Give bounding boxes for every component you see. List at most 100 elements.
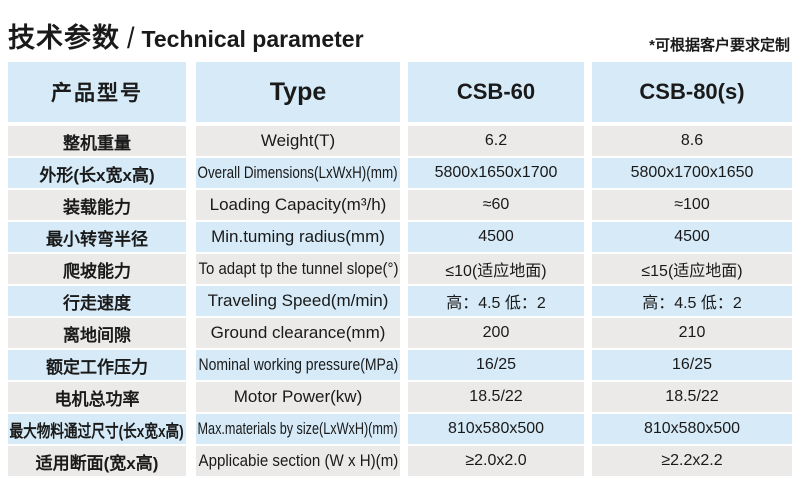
cell-label-cn: 最小转弯半径: [8, 222, 186, 252]
cell-value-csb60: 16/25: [408, 350, 584, 380]
technical-parameter-table: 产品型号 Type CSB-60 CSB-80(s) 整机重量 Weight(T)…: [8, 62, 792, 478]
customization-note: *可根据客户要求定制: [649, 37, 790, 54]
cell-text: 最大物料通过尺寸(长x宽x高): [9, 421, 185, 441]
cell-value-csb80: 高：4.5 低：2: [592, 286, 792, 316]
header-cell-csb80: CSB-80(s): [592, 62, 792, 122]
cell-label-cn: 额定工作压力: [8, 350, 186, 380]
cell-text: 额定工作压力: [46, 357, 148, 377]
cell-value-csb60: 810x580x500: [408, 414, 584, 444]
cell-label-en: Applicabie section (W x H)(m): [196, 446, 400, 476]
table-row: 离地间隙 Ground clearance(mm) 200 210: [8, 318, 792, 348]
cell-text: 4500: [478, 228, 514, 245]
cell-value-csb60: 18.5/22: [408, 382, 584, 412]
cell-text: Motor Power(kw): [233, 387, 363, 406]
page-title: 技术参数 / Technical parameter: [8, 16, 792, 55]
cell-label-en: To adapt tp the tunnel slope(°): [196, 254, 400, 284]
cell-text: 210: [678, 324, 706, 341]
cell-value-csb80: 210: [592, 318, 792, 348]
cell-text: 810x580x500: [447, 420, 545, 437]
cell-value-csb80: 8.6: [592, 126, 792, 156]
cell-text: 离地间隙: [63, 325, 131, 345]
cell-value-csb60: ≈60: [408, 190, 584, 220]
table-row: 最小转弯半径 Min.tuming radius(mm) 4500 4500: [8, 222, 792, 252]
table-body: 整机重量 Weight(T) 6.2 8.6 外形(长x宽x高) Overall Dime…: [8, 126, 792, 476]
cell-text: 4500: [674, 228, 710, 245]
cell-label-en: Motor Power(kw): [196, 382, 400, 412]
cell-text: 爬坡能力: [63, 261, 131, 281]
page-title-english: Technical parameter: [141, 26, 364, 52]
header-type-label: Type: [269, 77, 327, 106]
header-cell-type: Type: [196, 62, 400, 122]
cell-text: 8.6: [680, 132, 704, 149]
cell-label-en: Weight(T): [196, 126, 400, 156]
cell-text: To adapt tp the tunnel slope(°): [198, 259, 399, 278]
cell-text: 18.5/22: [665, 388, 719, 405]
table-row: 爬坡能力 To adapt tp the tunnel slope(°) ≤10(适…: [8, 254, 792, 284]
cell-text: 18.5/22: [469, 388, 523, 405]
cell-text: Overall Dimensions(LxWxH)(mm): [197, 163, 399, 182]
cell-text: 行走速度: [63, 293, 131, 313]
table-row: 适用断面(宽x高) Applicabie section (W x H)(m) ≥2…: [8, 446, 792, 476]
table-row: 行走速度 Traveling Speed(m/min) 高：4.5 低：2 高：4.5…: [8, 286, 792, 316]
header-csb80-label: CSB-80(s): [639, 79, 745, 104]
cell-value-csb80: ≤15(适应地面): [592, 254, 792, 284]
cell-label-cn: 外形(长x宽x高): [8, 158, 186, 188]
table-row: 装载能力 Loading Capacity(m³/h) ≈60 ≈100: [8, 190, 792, 220]
page-title-chinese: 技术参数: [8, 23, 120, 53]
table-row: 电机总功率 Motor Power(kw) 18.5/22 18.5/22: [8, 382, 792, 412]
header-model-label: 产品型号: [51, 82, 143, 105]
cell-value-csb80: ≈100: [592, 190, 792, 220]
table-row: 外形(长x宽x高) Overall Dimensions(LxWxH)(mm) 58…: [8, 158, 792, 188]
cell-label-en: Min.tuming radius(mm): [196, 222, 400, 252]
cell-value-csb60: 6.2: [408, 126, 584, 156]
cell-value-csb80: 4500: [592, 222, 792, 252]
cell-text: ≤10(适应地面): [445, 263, 547, 280]
cell-label-cn: 装载能力: [8, 190, 186, 220]
cell-text: Max.materials by size(LxWxH)(mm): [197, 419, 399, 438]
cell-value-csb60: 200: [408, 318, 584, 348]
cell-label-cn: 爬坡能力: [8, 254, 186, 284]
cell-text: Ground clearance(mm): [210, 323, 386, 342]
cell-label-cn: 电机总功率: [8, 382, 186, 412]
cell-label-cn: 离地间隙: [8, 318, 186, 348]
cell-label-en: Nominal working pressure(MPa): [196, 350, 400, 380]
cell-label-en: Overall Dimensions(LxWxH)(mm): [196, 158, 400, 188]
cell-text: 6.2: [484, 132, 508, 149]
header-csb60-label: CSB-60: [456, 79, 536, 104]
cell-label-cn: 行走速度: [8, 286, 186, 316]
cell-text: 装载能力: [63, 197, 131, 217]
header-cell-csb60: CSB-60: [408, 62, 584, 122]
cell-label-cn: 最大物料通过尺寸(长x宽x高): [8, 414, 186, 444]
cell-value-csb60: 4500: [408, 222, 584, 252]
title-slash-separator: /: [127, 21, 135, 55]
cell-label-cn: 适用断面(宽x高): [8, 446, 186, 476]
table-row: 整机重量 Weight(T) 6.2 8.6: [8, 126, 792, 156]
cell-label-en: Loading Capacity(m³/h): [196, 190, 400, 220]
cell-value-csb80: 5800x1700x1650: [592, 158, 792, 188]
cell-text: ≤15(适应地面): [641, 263, 743, 280]
cell-value-csb80: 810x580x500: [592, 414, 792, 444]
cell-text: Min.tuming radius(mm): [211, 227, 385, 246]
cell-text: 810x580x500: [643, 420, 741, 437]
cell-value-csb80: 16/25: [592, 350, 792, 380]
cell-text: Traveling Speed(m/min): [207, 291, 389, 310]
table-row: 最大物料通过尺寸(长x宽x高) Max.materials by size(LxW…: [8, 414, 792, 444]
cell-label-en: Max.materials by size(LxWxH)(mm): [196, 414, 400, 444]
header-cell-model: 产品型号: [8, 62, 186, 122]
cell-label-cn: 整机重量: [8, 126, 186, 156]
cell-text: 整机重量: [63, 133, 131, 153]
table-row: 额定工作压力 Nominal working pressure(MPa) 16/25…: [8, 350, 792, 380]
cell-text: 外形(长x宽x高): [39, 165, 155, 185]
cell-text: 高：4.5 低：2: [446, 295, 546, 312]
cell-text: Applicabie section (W x H)(m): [198, 451, 398, 470]
cell-value-csb80: ≥2.2x2.2: [592, 446, 792, 476]
cell-value-csb60: 5800x1650x1700: [408, 158, 584, 188]
cell-value-csb80: 18.5/22: [592, 382, 792, 412]
cell-text: ≈100: [674, 196, 710, 213]
cell-text: Weight(T): [260, 131, 336, 150]
table-header-row: 产品型号 Type CSB-60 CSB-80(s): [8, 62, 792, 122]
cell-text: ≥2.2x2.2: [661, 452, 723, 469]
cell-text: Loading Capacity(m³/h): [209, 195, 387, 214]
cell-value-csb60: ≤10(适应地面): [408, 254, 584, 284]
cell-label-en: Ground clearance(mm): [196, 318, 400, 348]
